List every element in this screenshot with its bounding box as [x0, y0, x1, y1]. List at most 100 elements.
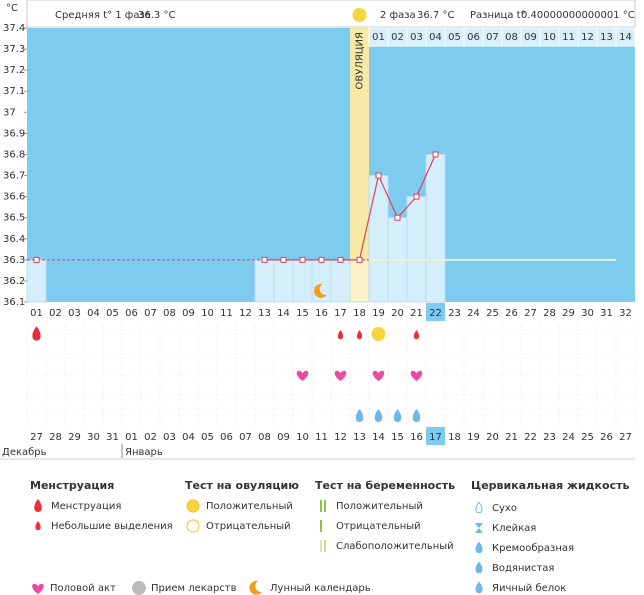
- date-label: 08: [258, 432, 271, 443]
- egg-white-mark: [412, 409, 421, 422]
- legend-item: Половой акт: [50, 583, 116, 594]
- phase-day-cell: [615, 27, 636, 47]
- legend-item: Небольшие выделения: [51, 521, 173, 532]
- y-tick-label: 36.6: [3, 192, 25, 203]
- y-tick-label: 36.8: [3, 149, 25, 160]
- day-label: 27: [524, 308, 537, 319]
- date-label: 28: [49, 432, 62, 443]
- y-tick-label: 37: [3, 107, 16, 118]
- date-label: 27: [619, 432, 632, 443]
- legend-item: Сухо: [492, 503, 517, 514]
- phase1-value: 36.3 °C: [138, 10, 175, 21]
- y-tick-label: 36.2: [3, 276, 25, 287]
- day-label: 12: [239, 308, 252, 319]
- day-label: 23: [448, 308, 461, 319]
- phase-day: 13: [600, 32, 613, 43]
- day-label: 11: [220, 308, 233, 319]
- day-label: 05: [106, 308, 119, 319]
- phase-day: 10: [543, 32, 556, 43]
- legend-item: Клейкая: [492, 523, 536, 534]
- legend-icon: [132, 581, 146, 595]
- ovulation-test-mark: [371, 327, 386, 341]
- day-label: 13: [258, 308, 271, 319]
- ovulation-icon: [352, 8, 367, 22]
- temp-bar: [254, 259, 275, 303]
- spotting-mark: [413, 330, 420, 340]
- temp-point: [413, 193, 420, 200]
- day-label: 17: [334, 308, 347, 319]
- date-label: 07: [239, 432, 252, 443]
- legend-icon: [324, 500, 326, 512]
- phase-day: 03: [410, 32, 423, 43]
- temp-point: [318, 256, 325, 263]
- legend-item: Слабоположительный: [336, 541, 454, 552]
- day-label: 32: [619, 308, 632, 319]
- legend-item: Отрицательный: [336, 521, 421, 532]
- day-label: 03: [68, 308, 81, 319]
- date-label: 30: [87, 432, 100, 443]
- temp-point: [356, 256, 363, 263]
- date-label: 13: [353, 432, 366, 443]
- date-label: 01: [125, 432, 138, 443]
- day-label: 25: [486, 308, 499, 319]
- temp-point: [432, 151, 439, 158]
- phase-day: 02: [391, 32, 404, 43]
- y-tick-label: 37.3: [3, 44, 25, 55]
- date-label: 11: [315, 432, 328, 443]
- moon-mark: [313, 283, 327, 298]
- phase-day: 07: [486, 32, 499, 43]
- phase-day: 06: [467, 32, 480, 43]
- date-label: 04: [182, 432, 195, 443]
- date-label: 31: [106, 432, 119, 443]
- phase-day: 01: [372, 32, 385, 43]
- legend-title: Тест на овуляцию: [185, 479, 299, 492]
- date-label: 10: [296, 432, 309, 443]
- date-label: 20: [486, 432, 499, 443]
- date-label: 18: [448, 432, 461, 443]
- legend-icon: [186, 519, 200, 533]
- legend-icon: [32, 583, 44, 594]
- date-label: 03: [163, 432, 176, 443]
- day-label: 01: [30, 308, 43, 319]
- day-label: 28: [543, 308, 556, 319]
- spotting-mark: [337, 330, 344, 340]
- egg-white-mark: [374, 409, 383, 422]
- temp-bar: [273, 259, 294, 303]
- menstruation-mark: [32, 326, 41, 341]
- y-tick-label: 36.4: [3, 234, 25, 245]
- date-label: 06: [220, 432, 233, 443]
- y-tick-label: 36.5: [3, 213, 25, 224]
- day-label: 14: [277, 308, 290, 319]
- spotting-mark: [356, 330, 363, 340]
- temp-point: [375, 172, 382, 179]
- y-tick-label: 36.3: [3, 255, 25, 266]
- day-label: 29: [562, 308, 575, 319]
- ovulation-label: ОВУЛЯЦИЯ: [355, 32, 366, 90]
- day-label: 26: [505, 308, 518, 319]
- ovulation-column: [350, 27, 369, 302]
- date-label: 12: [334, 432, 347, 443]
- phase-day: 14: [619, 32, 632, 43]
- date-label: 21: [505, 432, 518, 443]
- phase-day: 05: [448, 32, 461, 43]
- legend-item: Положительный: [336, 501, 423, 512]
- legend-icon: [475, 501, 483, 514]
- day-label: 07: [144, 308, 157, 319]
- date-label: 27: [30, 432, 43, 443]
- day-label: 20: [391, 308, 404, 319]
- date-label: 29: [68, 432, 81, 443]
- legend-icon: [249, 580, 262, 595]
- legend-title: Менструация: [30, 479, 114, 492]
- legend-item: Водянистая: [492, 563, 554, 574]
- temp-point: [337, 256, 344, 263]
- plot-bg: [27, 28, 635, 302]
- intercourse-mark: [296, 370, 309, 381]
- current-date-box: [426, 427, 445, 445]
- header-bg: [26, 0, 636, 28]
- y-tick-label: 36.7: [3, 171, 25, 182]
- temp-bar: [26, 259, 47, 303]
- legend-item: Прием лекарств: [151, 583, 237, 594]
- day-label: 15: [296, 308, 309, 319]
- legend-item: Положительный: [206, 501, 293, 512]
